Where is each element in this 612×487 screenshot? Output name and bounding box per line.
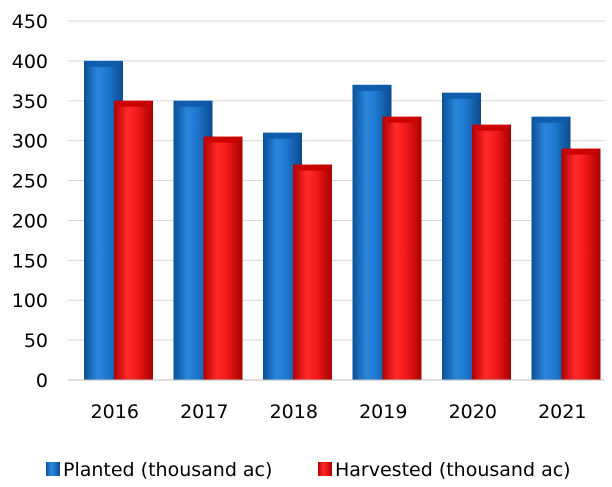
- bar-harvested-2021: [561, 148, 601, 380]
- y-tick-label: 400: [12, 51, 48, 73]
- legend-label-harvested: Harvested (thousand ac): [335, 459, 571, 481]
- bar-cap: [114, 100, 153, 107]
- x-tick-label: 2020: [449, 401, 497, 423]
- y-tick-label: 200: [12, 210, 48, 232]
- bars: [84, 60, 601, 381]
- legend-swatch-planted: [46, 462, 60, 476]
- bar-cap: [442, 92, 481, 99]
- y-tick-label: 50: [24, 330, 48, 352]
- y-tick-label: 350: [12, 91, 48, 113]
- y-tick-label: 150: [12, 250, 48, 272]
- legend: Planted (thousand ac) Harvested (thousand…: [46, 459, 571, 481]
- x-axis: 2016 2017 2018 2019 2020 2021: [68, 379, 605, 423]
- bar-harvested-2017: [203, 136, 243, 380]
- bar-cap: [352, 84, 392, 91]
- y-tick-label: 450: [12, 11, 48, 33]
- bar-cap: [561, 148, 601, 155]
- bar-cap: [293, 164, 332, 171]
- bar-cap: [263, 132, 302, 139]
- y-tick-label: 250: [12, 171, 48, 193]
- y-tick-label: 100: [12, 290, 48, 312]
- y-axis: 0 50 100 150 200 250 300 350 400 450: [12, 11, 48, 392]
- bar-cap: [203, 136, 243, 143]
- y-tick-label: 300: [12, 131, 48, 153]
- bar-harvested-2016: [114, 100, 153, 381]
- bar-harvested-2020: [472, 124, 511, 380]
- x-tick-label: 2016: [91, 401, 139, 423]
- bar-cap: [173, 100, 213, 107]
- legend-label-planted: Planted (thousand ac): [63, 459, 272, 481]
- bar-cap: [84, 60, 123, 67]
- x-tick-label: 2019: [359, 401, 407, 423]
- y-tick-label: 0: [36, 370, 48, 392]
- gridlines: [68, 20, 605, 381]
- x-tick-label: 2018: [270, 401, 318, 423]
- x-tick-label: 2017: [180, 401, 228, 423]
- bar-cap: [472, 124, 511, 131]
- bar-cap: [531, 116, 571, 123]
- bar-cap: [382, 116, 422, 123]
- legend-swatch-harvested: [318, 462, 332, 476]
- bar-harvested-2018: [293, 164, 332, 380]
- bar-harvested-2019: [382, 116, 422, 380]
- x-tick-label: 2021: [538, 401, 586, 423]
